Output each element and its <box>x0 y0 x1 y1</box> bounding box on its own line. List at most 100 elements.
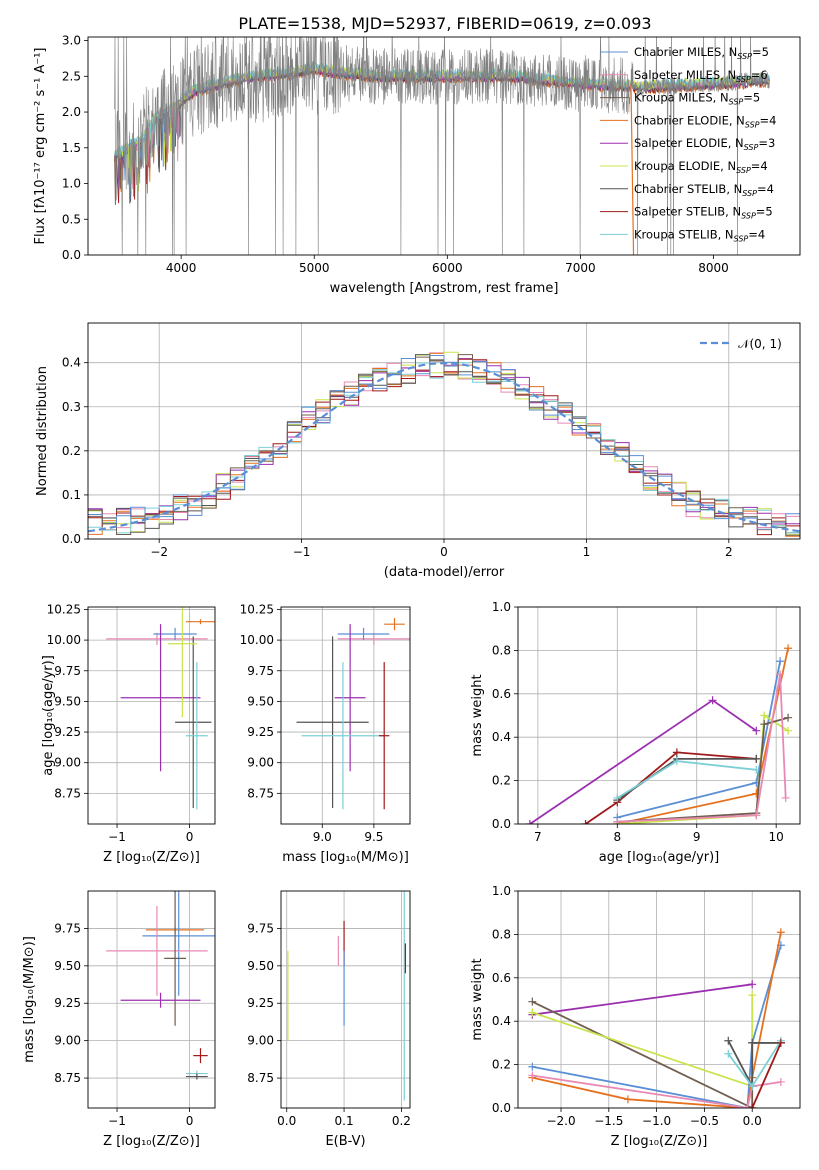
errorbar-point-salpeter_elodie <box>120 624 201 772</box>
errorbar-point-kroupa_stelib <box>301 662 385 810</box>
y-tick-label: 0.6 <box>492 687 511 701</box>
axes-weight-vs-z: −2.0 −1.5 −1.0 −0.5 0.0 0.0 0.2 0.4 0.6 0.8 1.0 Z [… <box>470 884 800 1149</box>
y-tick-label: 0.2 <box>492 1058 511 1072</box>
axes-age-vs-z: −1 0 8.75 9.00 9.25 9.50 9.75 10.00 10.25 Z [log₁… <box>41 602 215 865</box>
y-axis-label: mass [log₁₀(M/M⊙)] <box>22 936 37 1063</box>
weight-marker <box>672 757 681 766</box>
y-tick-label: 0.0 <box>62 532 81 546</box>
y-tick-label: 10.00 <box>240 633 274 647</box>
y-tick-label: 8.75 <box>247 786 274 800</box>
errorbar-point-chabrier_miles <box>153 627 197 641</box>
weight-line-salpeter_elodie <box>532 983 753 1016</box>
y-tick-label: 0.6 <box>492 971 511 985</box>
weight-marker <box>752 811 761 820</box>
x-tick-label: 9.5 <box>364 830 383 844</box>
y-tick-label: 0.3 <box>62 400 81 414</box>
x-tick-label: 6000 <box>432 261 463 275</box>
weight-marker <box>748 1104 757 1108</box>
x-tick-label: 9 <box>693 830 701 844</box>
observed-spectrum <box>114 37 770 255</box>
errorbars-age-vs-mass <box>296 618 410 810</box>
axes-age-vs-mass: 9.0 9.5 8.75 9.00 9.25 9.50 9.75 10.00 10.25 mass… <box>240 602 410 865</box>
errorbar-point-chabrier_elodie <box>185 619 215 625</box>
axes-frame <box>87 322 801 540</box>
weight-lines-weight-vs-z <box>528 928 785 1108</box>
y-tick-label: 10.25 <box>240 602 274 616</box>
weight-marker <box>784 644 793 653</box>
legend-entry: Salpeter STELIB, NSSP=5 <box>634 205 773 221</box>
x-axis-label: wavelength [Angstrom, rest frame] <box>330 281 559 296</box>
y-tick-label: 9.75 <box>54 921 81 935</box>
y-tick-label: 8.75 <box>54 1071 81 1085</box>
weight-marker <box>724 1049 733 1058</box>
x-axis-label: (data-model)/error <box>384 565 505 580</box>
weight-marker <box>528 1062 537 1071</box>
x-tick-label: −1.0 <box>642 1114 671 1128</box>
histograms <box>88 351 800 537</box>
axes-frame <box>517 890 801 1109</box>
y-tick-label: 2.5 <box>62 69 81 83</box>
errorbar-point-kroupa_elodie <box>167 607 197 718</box>
x-tick-label: 0.0 <box>277 1114 296 1128</box>
weight-line-salpeter_stelib <box>751 1042 782 1108</box>
weight-line-chabrier_stelib <box>616 758 757 801</box>
axes-frame <box>280 890 411 1109</box>
errorbar-point-salpeter_miles <box>337 632 410 646</box>
x-tick-label: 7000 <box>565 261 596 275</box>
axes-mass-vs-ebv: 0.0 0.1 0.2 8.75 9.00 9.25 9.50 9.75 E(B-V) <box>247 891 411 1149</box>
y-tick-label: 0.5 <box>62 212 81 226</box>
y-tick-label: 9.00 <box>247 1034 274 1048</box>
weight-line-kroupa_miles <box>617 716 789 823</box>
y-tick-label: 9.00 <box>54 1034 81 1048</box>
errorbar-point-kroupa_stelib <box>185 662 208 810</box>
x-tick-label: 8000 <box>698 261 729 275</box>
weight-marker <box>776 670 785 679</box>
legend-entry: Kroupa ELODIE, NSSP=4 <box>634 159 768 175</box>
weight-marker <box>752 726 761 735</box>
weight-marker <box>748 980 757 989</box>
y-tick-label: 0.0 <box>492 817 511 831</box>
errorbar-point-salpeter_stelib <box>193 1048 208 1064</box>
errorbar-point-chabrier_stelib <box>175 636 212 809</box>
x-axis-label: E(B-V) <box>325 1134 365 1149</box>
y-axis-label: Normed distribution <box>35 366 50 496</box>
residual-histogram-kroupa_miles <box>88 354 800 536</box>
errorbar-point-chabrier_miles <box>142 891 215 996</box>
x-axis-label: mass [log₁₀(M/M⊙)] <box>282 850 409 865</box>
figure-title: PLATE=1538, MJD=52937, FIBERID=0619, z=0… <box>238 14 651 33</box>
y-axis-label: mass weight <box>470 674 485 756</box>
y-tick-label: 2.0 <box>62 105 81 119</box>
y-tick-label: 1.0 <box>62 177 81 191</box>
legend-entry: Kroupa STELIB, NSSP=4 <box>634 227 765 243</box>
errorbar-point-salpeter_miles <box>106 905 208 996</box>
x-tick-label: 0 <box>186 830 194 844</box>
y-tick-label: 1.5 <box>62 141 81 155</box>
y-axis-label: mass weight <box>470 958 485 1040</box>
weight-marker <box>752 789 761 798</box>
weight-marker <box>784 713 793 722</box>
weight-marker <box>724 1036 733 1045</box>
y-tick-label: 9.75 <box>247 921 274 935</box>
y-tick-label: 9.25 <box>247 996 274 1010</box>
y-tick-label: 10.00 <box>47 633 81 647</box>
weight-marker <box>760 711 769 720</box>
weight-line-salpeter_miles <box>532 1074 782 1108</box>
weight-marker <box>613 793 622 802</box>
x-tick-label: 2 <box>725 545 733 559</box>
legend-entry: Chabrier MILES, NSSP=5 <box>634 45 769 61</box>
weight-marker <box>752 754 761 763</box>
errorbar-point-salpeter_stelib <box>379 662 390 810</box>
y-tick-label: 9.00 <box>247 756 274 770</box>
axes-weight-vs-age: 7 8 9 10 0.0 0.2 0.4 0.6 0.8 1.0 age [log₁₀(age/yr… <box>470 600 800 865</box>
x-tick-label: 10 <box>769 830 784 844</box>
axes-frame <box>280 606 411 825</box>
axes-spectrum: 4000 5000 6000 7000 8000 0.0 0.5 1.0 1.5 2.0 2.5 3.… <box>33 34 729 296</box>
errorbar-point-chabrier_stelib <box>296 636 369 809</box>
axes-frame <box>517 606 801 825</box>
model-edge <box>630 83 635 255</box>
x-axis-label: Z [log₁₀(Z/Z⊙)] <box>103 850 200 865</box>
weight-marker <box>776 657 785 666</box>
legend-entry: Chabrier ELODIE, NSSP=4 <box>634 113 776 129</box>
y-tick-label: 9.50 <box>54 959 81 973</box>
legend-entry: Salpeter ELODIE, NSSP=3 <box>634 136 775 152</box>
